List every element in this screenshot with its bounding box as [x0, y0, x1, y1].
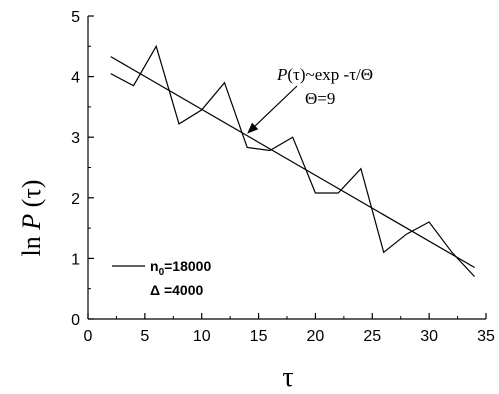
y-tick-label: 3	[71, 130, 80, 147]
legend-n0-subscript: 0	[159, 267, 165, 278]
legend-n0: n0=18000	[150, 258, 211, 278]
x-axis-title: τ	[282, 362, 293, 393]
y-axis-title-var: P	[17, 214, 46, 231]
annotation-arrow	[254, 85, 298, 127]
x-tick-label: 30	[420, 328, 438, 345]
x-ticks: 0 5 10 15 20 25 30 35	[84, 313, 495, 345]
legend-n0-base: n	[150, 258, 159, 274]
x-tick-label: 0	[84, 328, 93, 345]
x-tick-label: 20	[307, 328, 325, 345]
series-fit-line	[110, 56, 475, 269]
annotation-formula: P(τ)~exp -τ/Θ	[276, 65, 373, 84]
annotation-theta: Θ=9	[305, 89, 335, 108]
y-tick-label: 4	[71, 70, 80, 87]
annotation-formula-text: (τ)~exp -τ/Θ	[287, 65, 373, 84]
y-tick-label: 0	[71, 312, 80, 329]
x-tick-label: 15	[250, 328, 268, 345]
x-tick-label: 5	[140, 328, 149, 345]
y-ticks: 0 1 2 3 4 5	[71, 9, 94, 329]
legend-n0-value: =18000	[164, 258, 211, 274]
x-tick-label: 35	[477, 328, 495, 345]
y-axis-title: ln P (τ)	[17, 180, 46, 257]
y-tick-label: 2	[71, 191, 80, 208]
x-tick-label: 25	[363, 328, 381, 345]
series-data-line	[110, 44, 476, 278]
legend-delta: Δ =4000	[150, 282, 203, 298]
annotation-arrow-head	[247, 122, 259, 134]
y-axis-title-prefix: ln	[17, 230, 46, 257]
y-axis-title-suffix: (τ)	[17, 180, 46, 214]
x-tick-label: 10	[193, 328, 211, 345]
annotation-formula-var: P	[276, 65, 287, 84]
y-tick-label: 5	[71, 9, 80, 26]
y-tick-label: 1	[71, 251, 80, 268]
